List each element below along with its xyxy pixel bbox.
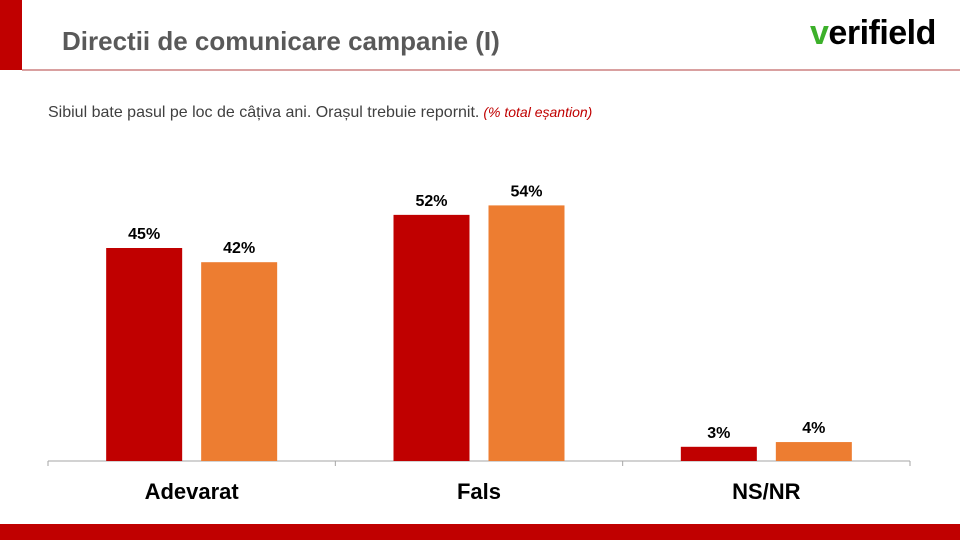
bar-value-label: 4% [802,420,825,437]
bar-value-label: 42% [223,240,255,257]
x-axis [47,460,911,466]
title-divider [22,69,960,71]
question-text: Sibiul bate pasul pe loc de câțiva ani. … [48,104,480,121]
bar-value-label: 54% [510,183,542,200]
title-accent-bar [0,0,22,70]
bars-group [106,205,852,461]
bar [201,262,278,461]
logo-check-mark: v [810,14,829,52]
category-label: NS/NR [732,479,801,504]
sample-note: (% total eșantion) [483,104,593,120]
category-label: Adevarat [145,479,240,504]
bar-value-label: 3% [707,425,730,442]
data-labels-group: 45% 42% 52% 54% 3% 4% [128,183,825,441]
footer-bar [0,524,960,540]
slide-title: Directii de comunicare campanie (I) [62,26,500,56]
bar [775,442,852,461]
bar-value-label: 52% [415,193,447,210]
category-label: Fals [457,479,501,504]
bar [393,214,470,461]
bar [488,205,565,461]
category-labels-group: Adevarat Fals NS/NR [145,479,801,504]
logo-wordmark: erifield [828,14,936,52]
bar-value-label: 45% [128,226,160,243]
bar [106,248,183,461]
verifield-logo: verifield [810,14,936,53]
chart-question: Sibiul bate pasul pe loc de câțiva ani. … [48,104,592,122]
bar [680,446,757,461]
